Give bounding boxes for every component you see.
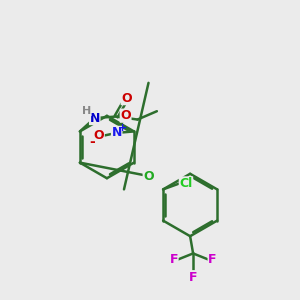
Text: F: F <box>208 254 217 266</box>
Text: O: O <box>94 129 104 142</box>
Text: O: O <box>143 169 154 182</box>
Text: N: N <box>112 126 122 140</box>
Text: +: + <box>118 123 127 133</box>
Text: F: F <box>169 254 178 266</box>
Text: H: H <box>82 106 91 116</box>
Text: N: N <box>89 112 100 124</box>
Text: F: F <box>189 271 197 284</box>
Text: O: O <box>121 92 132 105</box>
Text: -: - <box>89 135 95 149</box>
Text: Cl: Cl <box>179 177 193 190</box>
Text: O: O <box>120 109 131 122</box>
